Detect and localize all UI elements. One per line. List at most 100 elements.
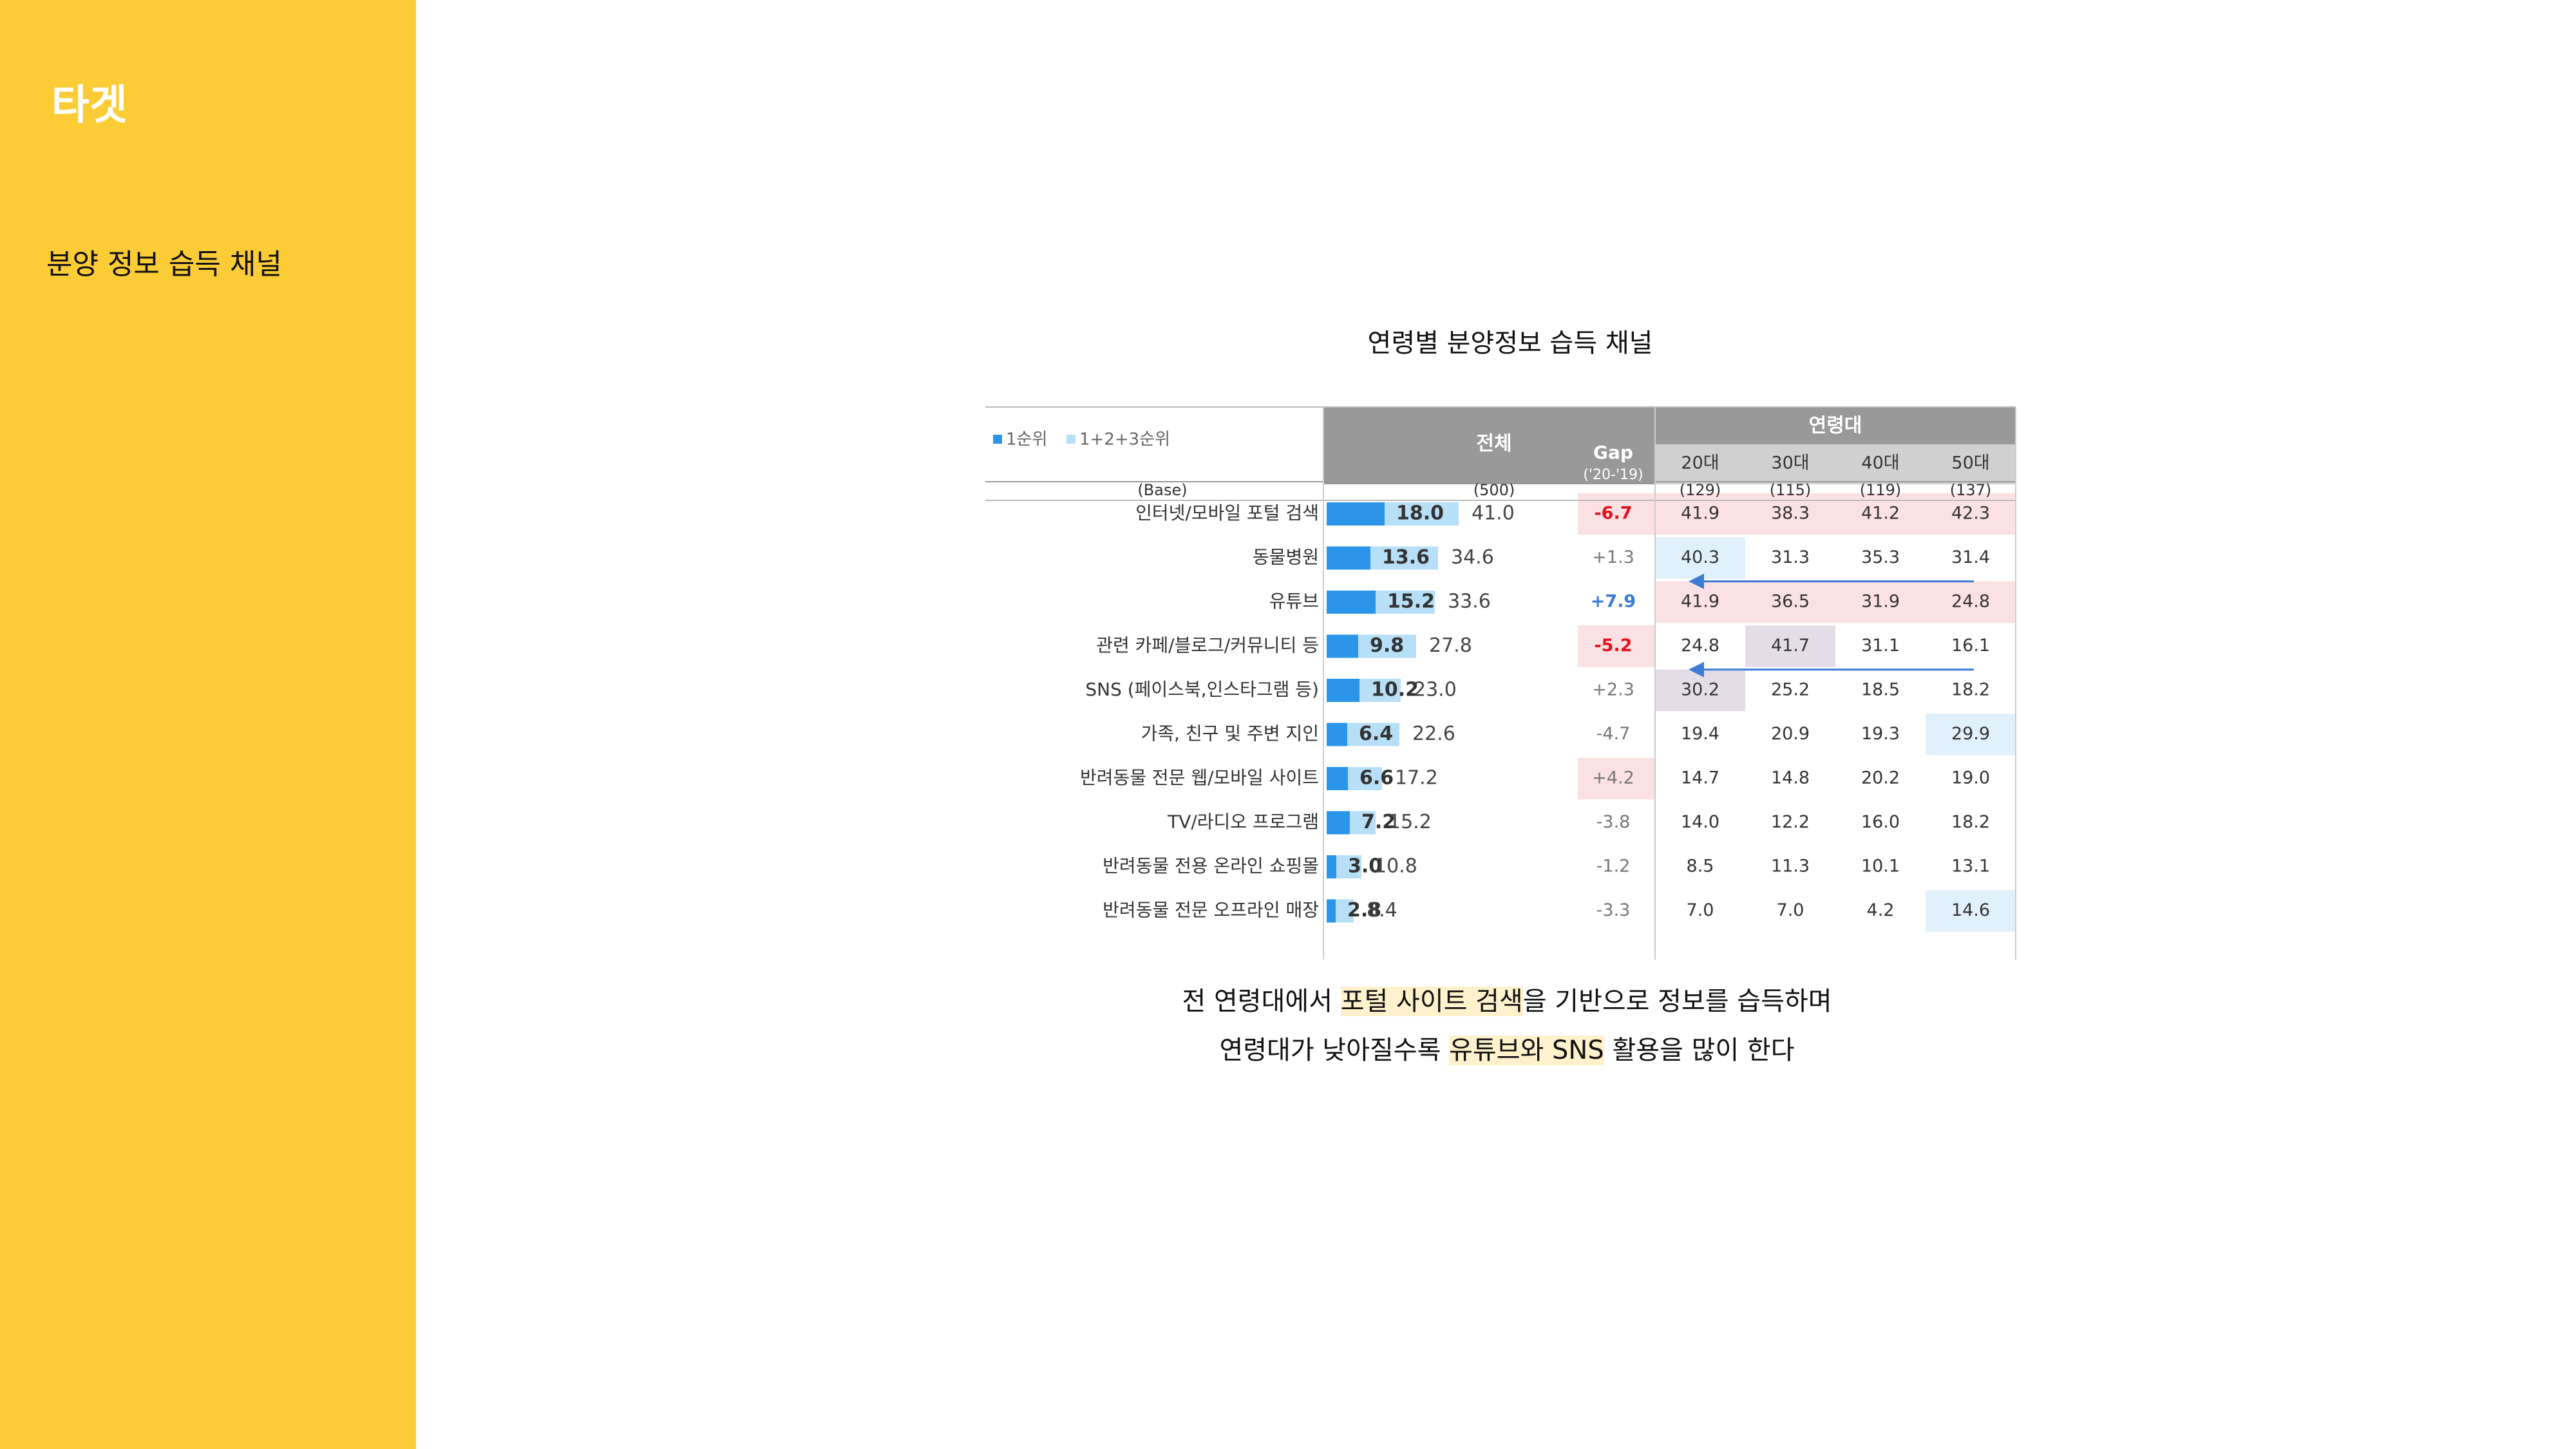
summary-line-1: 전 연령대에서 포털 사이트 검색을 기반으로 정보를 습득하며 [1056, 980, 1958, 1018]
row-label: TV/라디오 프로그램 [1167, 811, 1319, 833]
bar-first [1327, 767, 1348, 790]
bar-first [1327, 723, 1347, 746]
summary-line-2: 연령대가 낮아질수록 유튜브와 SNS 활용을 많이 한다 [1056, 1029, 1958, 1066]
age-value: 42.3 [1951, 504, 1990, 524]
age-value: 10.1 [1861, 857, 1900, 876]
row-label: 관련 카페/블로그/커뮤니티 등 [1096, 635, 1319, 656]
value-top3: 27.8 [1429, 634, 1472, 657]
age-value: 19.3 [1861, 724, 1900, 744]
row-label: 반려동물 전문 웹/모바일 사이트 [1080, 767, 1319, 788]
age-value: 16.1 [1951, 636, 1990, 656]
legend-label-top3: 1+2+3순위 [1079, 430, 1170, 450]
gap-value: -6.7 [1594, 504, 1632, 524]
value-first: 7.2 [1361, 811, 1396, 833]
age-value: 35.3 [1861, 547, 1900, 567]
row-label: SNS (페이스북,인스타그램 등) [1085, 679, 1319, 700]
summary-line-1-b: 을 기반으로 정보를 습득하며 [1522, 987, 1832, 1016]
header-age-3: 50대 [1951, 453, 1989, 473]
section-subtitle: 분양 정보 습득 채널 [46, 248, 282, 281]
header-age-0: 20대 [1681, 453, 1719, 473]
age-columns-header-bg [1655, 444, 2016, 484]
gap-value: +2.3 [1592, 680, 1634, 700]
summary-line-2-b: 활용을 많이 한다 [1604, 1036, 1795, 1065]
age-value: 30.2 [1681, 680, 1719, 700]
base-age-1: (115) [1770, 481, 1812, 499]
base-age-0: (129) [1680, 481, 1721, 499]
row-label: 동물병원 [1253, 547, 1319, 568]
summary-line-1-highlight: 포털 사이트 검색 [1340, 987, 1523, 1016]
age-value: 18.5 [1861, 680, 1900, 700]
age-value: 41.9 [1681, 592, 1719, 612]
age-value: 31.3 [1771, 547, 1810, 567]
legend-label-first: 1순위 [1006, 430, 1047, 450]
base-age-3: (137) [1950, 481, 1992, 499]
age-value: 12.2 [1771, 812, 1810, 832]
age-value: 18.2 [1951, 812, 1990, 832]
header-gap-sub: ('20-'19) [1583, 467, 1643, 483]
header-age-2: 40대 [1861, 453, 1899, 473]
summary-line-2-highlight: 유튜브와 SNS [1449, 1036, 1604, 1065]
channel-table: 1순위 1+2+3순위 전체 Gap ('20-'19) 연령대 20대 30대 40대 50대 (… [985, 406, 2016, 960]
row-label: 반려동물 전용 온라인 쇼핑몰 [1103, 855, 1319, 876]
age-value: 31.4 [1951, 547, 1990, 567]
age-value: 14.0 [1681, 812, 1719, 832]
summary-line-2-a: 연령대가 낮아질수록 [1219, 1036, 1450, 1065]
gap-value: +7.9 [1591, 592, 1636, 612]
age-value: 18.2 [1951, 680, 1990, 700]
age-value: 40.3 [1681, 547, 1719, 567]
header-total: 전체 [1476, 433, 1511, 455]
bar-first [1327, 899, 1336, 923]
bar-first [1327, 634, 1358, 658]
gap-value: +1.3 [1592, 547, 1634, 567]
legend-swatch-top3 [1066, 435, 1075, 444]
row-label: 유튜브 [1269, 591, 1319, 612]
age-value: 29.9 [1951, 724, 1990, 744]
gap-value: -3.3 [1596, 900, 1631, 920]
age-value: 24.8 [1951, 592, 1990, 612]
row-label: 인터넷/모바일 포털 검색 [1135, 502, 1319, 524]
bar-first [1327, 546, 1370, 570]
gap-value: -4.7 [1596, 724, 1631, 744]
gap-highlight-bg [1578, 757, 1655, 800]
bar-first [1327, 811, 1350, 835]
age-value: 41.2 [1861, 504, 1900, 524]
gap-highlight-bg [1578, 625, 1655, 667]
age-cell-highlight-bg [1745, 625, 1835, 667]
value-first: 2.8 [1347, 899, 1381, 922]
age-value: 14.6 [1951, 900, 1990, 920]
bar-first [1327, 502, 1385, 526]
value-top3: 33.6 [1448, 591, 1491, 613]
age-value: 24.8 [1681, 636, 1719, 656]
value-first: 6.6 [1359, 767, 1394, 790]
age-value: 19.0 [1951, 768, 1990, 788]
value-top3: 8.4 [1367, 899, 1397, 922]
age-value: 4.2 [1867, 900, 1895, 920]
age-value: 20.9 [1771, 724, 1810, 744]
age-value: 25.2 [1771, 680, 1810, 700]
row-label: 가족, 친구 및 주변 지인 [1141, 723, 1319, 744]
age-row-highlight-bg [1655, 581, 2016, 623]
value-top3: 15.2 [1388, 811, 1432, 833]
chart-title: 연령별 분양정보 습득 채널 [1367, 328, 1653, 358]
age-value: 16.0 [1861, 812, 1900, 832]
value-top3: 34.6 [1451, 546, 1494, 569]
age-value: 36.5 [1771, 592, 1810, 612]
age-cell-highlight-bg [1655, 537, 1745, 579]
total-header-bg [1323, 407, 1655, 484]
value-top3: 41.0 [1472, 502, 1515, 525]
value-first: 6.4 [1359, 723, 1393, 745]
age-value: 38.3 [1771, 504, 1810, 524]
header-gap: Gap [1593, 442, 1633, 463]
age-value: 8.5 [1687, 857, 1714, 876]
value-first: 9.8 [1370, 634, 1404, 657]
legend-swatch-first [993, 435, 1002, 444]
age-value: 20.2 [1861, 768, 1900, 788]
gap-value: +4.2 [1592, 768, 1634, 788]
age-value: 14.8 [1771, 768, 1810, 788]
age-value: 7.0 [1687, 900, 1714, 920]
age-value: 31.9 [1861, 592, 1900, 612]
value-first: 10.2 [1371, 679, 1419, 701]
age-value: 41.9 [1681, 504, 1719, 524]
age-value: 11.3 [1771, 857, 1810, 876]
gap-value: -3.8 [1596, 812, 1631, 832]
